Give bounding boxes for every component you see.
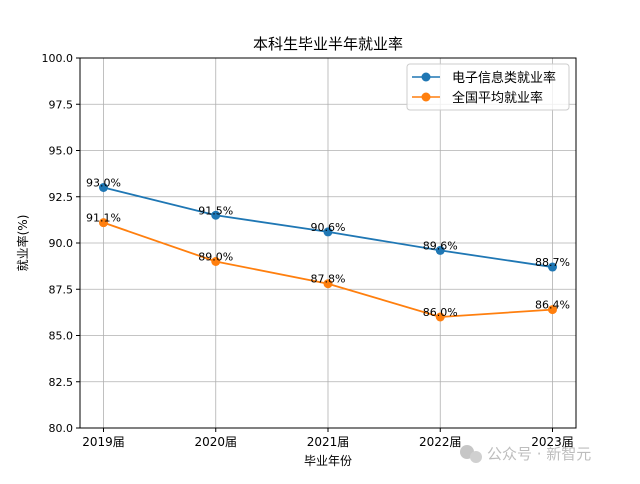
legend-marker-1: [421, 92, 431, 102]
data-point: [211, 257, 221, 266]
data-point: [435, 245, 445, 255]
x-tick-label: 2020届: [194, 435, 237, 449]
legend-marker-0: [421, 72, 431, 82]
legend-label-1: 全国平均就业率: [452, 90, 543, 106]
wechat-icon-bubble: [470, 451, 482, 463]
x-axis-label: 毕业年份: [304, 454, 352, 468]
data-label: 89.0%: [198, 251, 233, 264]
data-label: 88.7%: [535, 256, 570, 269]
axis-ticks: 80.0 82.5 85.0 87.5 90.0 92.5 95.0 97.5 100.0 201…: [42, 52, 574, 449]
data-label: 93.0%: [86, 177, 121, 190]
data-point: [548, 262, 557, 272]
data-label: 91.5%: [198, 204, 233, 217]
data-label: 86.4%: [535, 299, 570, 312]
y-tick-label: 97.5: [49, 98, 74, 111]
y-tick-label: 90.0: [49, 237, 74, 250]
data-point: [548, 305, 557, 315]
x-tick-label: 2023届: [531, 435, 574, 449]
y-tick-label: 80.0: [49, 422, 74, 435]
watermark: 公众号 · 新智元: [460, 445, 591, 463]
data-point: [435, 312, 445, 322]
y-tick-label: 82.5: [49, 376, 74, 389]
y-tick-label: 100.0: [42, 52, 74, 65]
chart-title: 本科生毕业半年就业率: [253, 35, 403, 53]
legend-box: [406, 63, 570, 111]
data-label: 91.1%: [86, 212, 121, 225]
data-point: [211, 210, 221, 220]
y-tick-label: 95.0: [49, 145, 74, 158]
grid: [80, 57, 576, 429]
watermark-text: 公众号 · 新智元: [487, 445, 591, 463]
legend-label-0: 电子信息类就业率: [452, 70, 556, 86]
y-axis-label: 就业率(%): [15, 215, 30, 272]
x-tick-label: 2022届: [419, 435, 462, 449]
data-label: 89.6%: [423, 239, 458, 252]
data-label: 87.8%: [311, 273, 346, 286]
x-tick-label: 2021届: [307, 435, 350, 449]
legend: 电子信息类就业率 全国平均就业率: [406, 63, 570, 111]
data-label: 90.6%: [311, 221, 346, 234]
y-tick-label: 85.0: [49, 330, 74, 343]
data-point: [323, 279, 333, 289]
y-tick-label: 92.5: [49, 191, 74, 204]
data-point: [99, 218, 108, 228]
data-point: [99, 183, 108, 192]
y-tick-label: 87.5: [49, 283, 74, 296]
data-point: [323, 227, 333, 237]
x-tick-label: 2019届: [82, 435, 125, 449]
data-label: 86.0%: [423, 306, 458, 319]
series-lines: 93.0% 91.5% 90.6% 89.6% 88.7% 91.1% 89.0% 87.8%…: [86, 177, 570, 322]
